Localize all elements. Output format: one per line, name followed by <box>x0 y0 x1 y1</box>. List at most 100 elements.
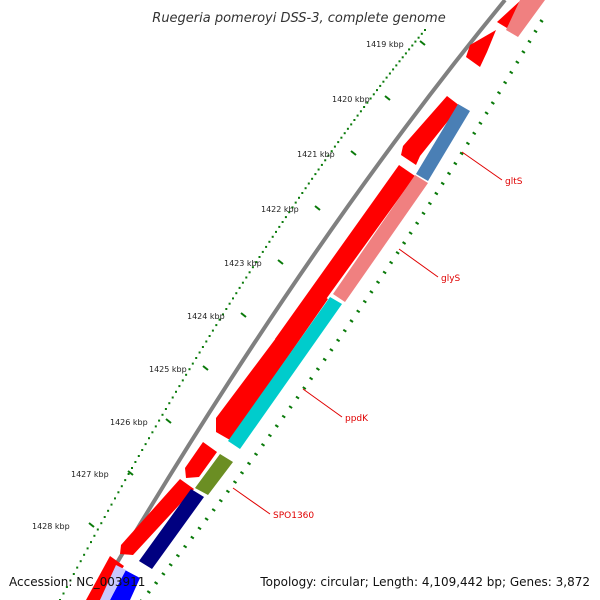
inner-tick <box>490 101 495 105</box>
scale-dot <box>222 313 224 316</box>
scale-dot <box>158 419 161 422</box>
scale-dot <box>241 281 244 284</box>
cds-lavender <box>100 565 126 600</box>
scale-dot <box>83 553 86 556</box>
inner-tick <box>302 386 307 390</box>
leader-SPO1360 <box>232 487 271 515</box>
inner-tick <box>509 70 514 75</box>
tick-label-1421: 1421 kbp <box>297 150 335 159</box>
tick-label-1425: 1425 kbp <box>149 365 187 374</box>
inner-tick <box>260 442 266 447</box>
scale-dot <box>218 318 221 321</box>
scale-dot <box>337 141 340 144</box>
label-SPO1360: SPO1360 <box>273 511 314 521</box>
inner-tick <box>472 131 477 136</box>
scale-tick <box>202 365 209 371</box>
scale-dot <box>330 150 333 153</box>
scale-tick <box>350 150 357 156</box>
scale-dot <box>205 340 208 343</box>
inner-tick <box>349 319 354 323</box>
scale-dot <box>395 64 398 67</box>
scale-dot <box>398 60 401 63</box>
cds-SPO1360 <box>195 454 233 495</box>
inner-tick <box>408 231 413 235</box>
scale-dot <box>100 522 103 525</box>
scale-dot <box>376 89 378 92</box>
genome-backbone <box>93 0 507 600</box>
scale-dot <box>350 123 353 126</box>
cds-gltS <box>416 104 470 181</box>
tick-label-1422: 1422 kbp <box>261 205 299 214</box>
inner-tick <box>521 50 526 54</box>
inner-tick <box>190 535 195 540</box>
inner-tick <box>362 299 367 304</box>
inner-tick <box>356 309 361 314</box>
scale-dot <box>76 566 79 569</box>
inner-tick <box>281 414 286 419</box>
inner-tick <box>440 181 445 186</box>
scale-tick <box>240 312 247 318</box>
reverse-strand <box>100 0 545 600</box>
inner-tick <box>232 480 238 484</box>
cds-navy <box>139 489 204 569</box>
scale-dot <box>353 119 356 121</box>
inner-tick <box>253 452 259 457</box>
scale-dot <box>268 240 271 243</box>
scale-dot <box>134 461 137 463</box>
tick-label-1424: 1424 kbp <box>187 312 225 321</box>
label-gltS: gltS <box>505 177 523 187</box>
tick-label-1427: 1427 kbp <box>71 470 109 479</box>
scale-dot <box>275 230 277 233</box>
scale-dot <box>211 329 214 332</box>
topology-text: Topology: circular; Length: 4,109,442 bp… <box>259 575 590 589</box>
accession-text: Accession: NC_003911 <box>9 575 145 589</box>
scale-dot <box>110 503 113 506</box>
cds-forward-1423 <box>216 290 328 440</box>
inner-tick <box>446 171 452 176</box>
inner-tick <box>478 121 483 126</box>
scale-dot <box>359 110 362 113</box>
scale-dot <box>201 346 204 348</box>
scale-dot <box>261 250 264 253</box>
scale-dot <box>238 286 241 289</box>
scale-arc <box>59 29 426 600</box>
inner-tick <box>175 553 180 558</box>
scale-dot <box>255 261 258 264</box>
scale-dot <box>171 396 174 399</box>
cds-ppdK <box>228 297 342 449</box>
inner-tick <box>395 250 400 255</box>
inner-tick <box>375 280 381 285</box>
inner-tick <box>204 517 209 521</box>
scale-dot <box>333 145 336 148</box>
scale-dot <box>320 163 323 166</box>
scale-dot <box>141 449 144 451</box>
scale-dot <box>251 266 254 269</box>
cds-top-pink <box>506 0 545 37</box>
scale-dot <box>127 473 130 475</box>
cds-forward-1427 <box>120 479 194 555</box>
scale-dot <box>161 413 164 416</box>
inner-tick <box>336 338 341 343</box>
scale-dot <box>117 491 120 494</box>
scale-dot <box>120 485 123 488</box>
tick-label-1426: 1426 kbp <box>110 418 148 427</box>
scale-dot <box>225 308 228 310</box>
inner-tick <box>239 470 245 475</box>
label-ppdK: ppdK <box>345 414 369 424</box>
scale-dot <box>245 276 248 279</box>
cds-blue <box>110 570 140 600</box>
scale-dot <box>181 379 184 382</box>
scale-dot <box>228 302 231 305</box>
scale-dot <box>191 362 194 365</box>
inner-tick <box>415 221 420 226</box>
scale-tick <box>88 522 95 528</box>
cds-forward-1428 <box>86 556 124 600</box>
inner-tick <box>218 498 223 503</box>
scale-dot <box>363 106 366 108</box>
scale-dot <box>107 509 110 512</box>
scale-dot <box>324 159 327 162</box>
leader-glyS <box>398 248 439 278</box>
scale-dot <box>188 368 191 371</box>
inner-tick <box>515 60 520 65</box>
leader-ppdK <box>302 388 343 418</box>
